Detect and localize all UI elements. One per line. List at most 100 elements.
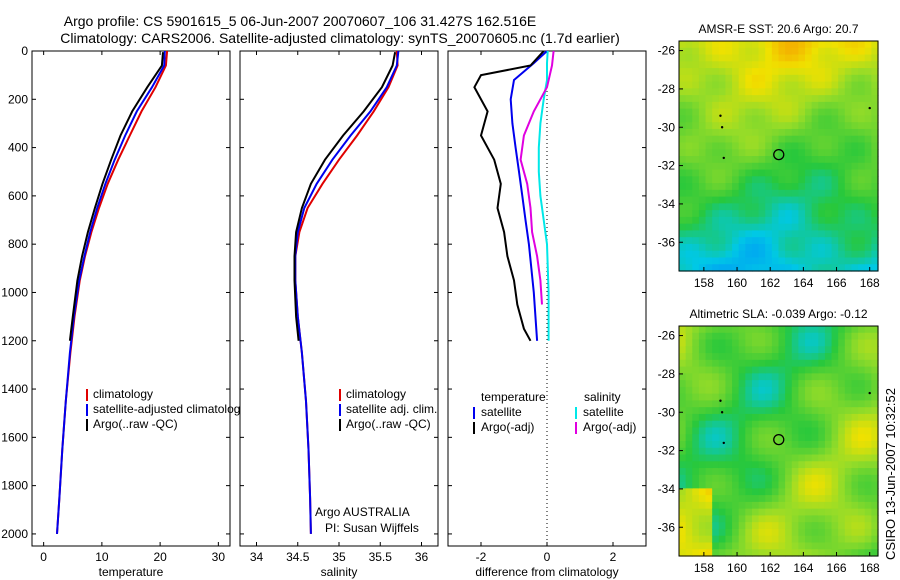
map-cell — [758, 264, 766, 272]
map-cell — [685, 481, 693, 489]
map-cell — [851, 420, 859, 429]
map-cell — [732, 176, 740, 184]
map-cell — [745, 135, 753, 144]
map-cell — [778, 495, 786, 503]
map-cell — [824, 488, 833, 496]
map-cell — [738, 95, 746, 103]
map-cell — [758, 54, 766, 62]
map-cell — [805, 189, 813, 198]
map-cell — [858, 81, 866, 89]
map-cell — [738, 203, 746, 211]
map-cell — [692, 535, 700, 544]
map-cell — [771, 515, 780, 523]
map-cell — [718, 508, 727, 517]
map-cell — [818, 230, 826, 238]
map-cell — [685, 203, 693, 211]
map-x-tick-label: 162 — [760, 561, 780, 575]
map-cell — [791, 549, 799, 557]
map-cell — [838, 88, 846, 96]
map-cell — [718, 230, 727, 238]
legend-entry: Argo(..raw -QC) — [346, 417, 431, 431]
map-cell — [785, 61, 793, 69]
y-tick-label: 400 — [8, 141, 28, 155]
map-cell — [778, 380, 786, 388]
map-cell — [725, 68, 733, 76]
map-cell — [705, 41, 713, 49]
map-cell — [685, 373, 693, 381]
map-cell — [838, 407, 846, 415]
map-cell — [864, 353, 872, 361]
map-cell — [771, 400, 780, 408]
map-cell — [838, 81, 846, 89]
float-position-dot — [868, 391, 871, 395]
map-cell — [838, 528, 846, 537]
map-cell — [732, 189, 740, 198]
map-cell — [864, 386, 872, 395]
map-cell — [751, 427, 760, 435]
map-cell — [758, 542, 766, 550]
map-cell — [718, 447, 727, 456]
float-position-dot — [722, 156, 725, 160]
map-cell — [751, 264, 760, 272]
map-cell — [771, 407, 780, 415]
map-cell — [771, 461, 780, 469]
map-cell — [692, 122, 700, 130]
map-cell — [838, 468, 846, 476]
map-cell — [851, 434, 859, 442]
map-cell — [765, 68, 773, 76]
map-cell — [745, 549, 753, 557]
map-cell — [805, 359, 813, 368]
map-cell — [844, 434, 853, 442]
map-cell — [712, 380, 720, 388]
map-y-tick-label: -32 — [658, 444, 676, 458]
map-cell — [805, 128, 813, 137]
map-cell — [824, 47, 833, 56]
map-cell — [698, 386, 707, 395]
map-cell — [692, 41, 700, 49]
map-cell — [732, 515, 740, 523]
map-cell — [738, 149, 746, 157]
map-cell — [778, 508, 786, 517]
map-cell — [692, 400, 700, 408]
map-cell — [831, 535, 839, 544]
map-cell — [778, 447, 786, 456]
map-cell — [805, 68, 813, 76]
map-cell — [685, 176, 693, 184]
map-cell — [758, 230, 766, 238]
map-cell — [692, 359, 700, 368]
map-cell — [824, 326, 833, 334]
map-cell — [798, 95, 806, 103]
map-cell — [824, 515, 833, 523]
map-cell — [679, 400, 687, 408]
map-cell — [718, 359, 727, 368]
map-cell — [685, 156, 693, 164]
map-cell — [712, 386, 720, 395]
map-cell — [705, 434, 713, 442]
map-cell — [871, 257, 879, 265]
map-cell — [685, 135, 693, 144]
title-line-2: Climatology: CARS2006. Satellite-adjuste… — [60, 30, 620, 46]
map-cell — [679, 142, 687, 150]
map-cell — [758, 135, 766, 144]
map-cell — [824, 461, 833, 469]
map-cell — [864, 528, 872, 537]
map-cell — [831, 68, 839, 76]
map-cell — [798, 128, 806, 137]
map-cell — [751, 481, 760, 489]
map-cell — [685, 427, 693, 435]
map-cell — [778, 149, 786, 157]
map-cell — [745, 216, 753, 225]
map-cell — [685, 128, 693, 137]
map-cell — [765, 264, 773, 272]
map-cell — [818, 189, 826, 198]
map-cell — [692, 326, 700, 334]
map-cell — [712, 196, 720, 204]
map-cell — [685, 380, 693, 388]
map-cell — [785, 420, 793, 429]
map-cell — [818, 183, 826, 191]
map-cell — [692, 441, 700, 449]
map-cell — [785, 495, 793, 503]
map-cell — [871, 346, 879, 354]
map-cell — [838, 54, 846, 62]
map-cell — [811, 169, 819, 177]
